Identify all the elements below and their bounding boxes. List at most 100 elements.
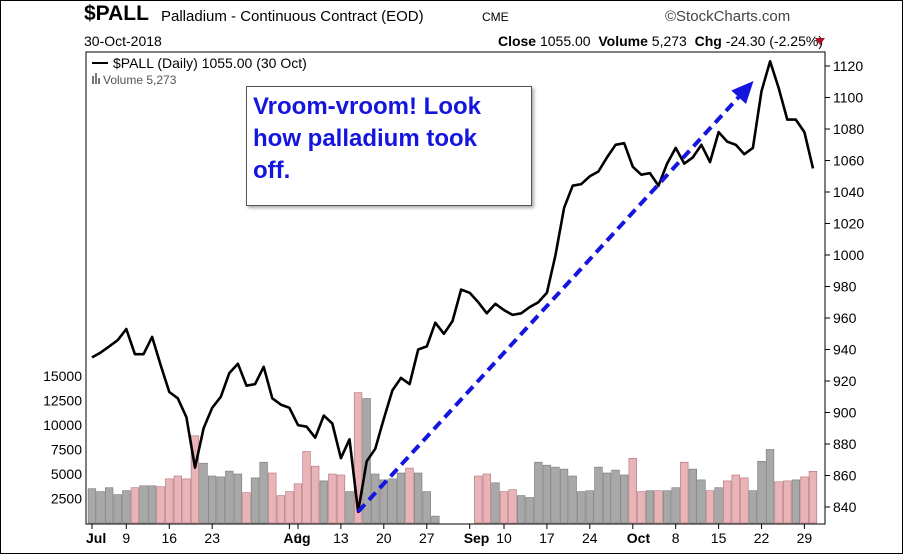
- volume-bar: [165, 478, 174, 524]
- date-tick-label: 13: [333, 530, 349, 546]
- volume-bar: [139, 485, 148, 524]
- volume-bar: [774, 481, 783, 524]
- change-value: -24.30 (-2.25%): [725, 33, 823, 49]
- volume-bar: [413, 472, 423, 524]
- volume-label: Volume: [598, 33, 648, 49]
- volume-bar: [534, 461, 543, 524]
- volume-bar: [491, 482, 500, 524]
- volume-bar: [336, 474, 346, 524]
- price-tick-label: 940: [833, 342, 857, 358]
- date-tick-label: 15: [711, 530, 727, 546]
- down-triangle-icon: [815, 38, 825, 45]
- volume-tick-label: 2500: [51, 491, 82, 507]
- volume-bar: [577, 491, 586, 524]
- volume-bar: [268, 472, 277, 524]
- volume-tick-label: 7500: [51, 442, 82, 458]
- volume-bar: [585, 490, 594, 524]
- volume-bar: [276, 495, 285, 524]
- volume-bar: [431, 515, 440, 524]
- volume-bar: [405, 467, 414, 524]
- volume-bar: [791, 479, 800, 524]
- price-tick-label: 920: [833, 373, 857, 389]
- price-tick-label: 840: [833, 499, 857, 515]
- volume-bar: [345, 491, 354, 524]
- trend-arrow-line: [356, 95, 741, 514]
- price-tick-label: 1000: [833, 247, 864, 263]
- trend-arrow-head: [731, 81, 754, 104]
- chart-legend: $PALL (Daily) 1055.00 (30 Oct) Volume 5,…: [92, 55, 307, 87]
- volume-bar: [122, 490, 131, 524]
- volume-value: 5,273: [651, 33, 687, 49]
- volume-bar: [783, 480, 792, 524]
- annotation-box: Vroom-vroom! Look how palladium took off…: [246, 86, 532, 206]
- volume-bar: [611, 469, 620, 524]
- volume-bar: [637, 491, 646, 524]
- date-tick-label: 10: [496, 530, 512, 546]
- volume-bar: [525, 497, 534, 524]
- volume-bar: [105, 487, 114, 524]
- volume-bar: [328, 473, 337, 524]
- quote-date: 30-Oct-2018: [84, 33, 162, 49]
- annotation-text: Vroom-vroom! Look how palladium took off…: [253, 93, 482, 184]
- volume-bar: [508, 489, 517, 524]
- price-series: [91, 60, 815, 513]
- volume-tick-label: 5000: [51, 466, 82, 482]
- volume-bar: [662, 490, 672, 524]
- date-tick-label: 8: [672, 530, 680, 546]
- volume-bar: [293, 483, 303, 524]
- volume-bar: [697, 479, 706, 524]
- volume-bar: [182, 478, 191, 524]
- volume-bar: [765, 449, 775, 524]
- volume-bar: [353, 392, 363, 524]
- volume-bar: [568, 475, 577, 524]
- volume-bar: [474, 475, 483, 524]
- volume-bar: [740, 477, 749, 524]
- volume-bar: [302, 451, 311, 524]
- date-tick-label: Sep: [464, 530, 490, 546]
- volume-bar: [130, 487, 140, 524]
- date-tick-label: 16: [162, 530, 178, 546]
- volume-bar: [499, 491, 509, 524]
- volume-bar: [516, 495, 526, 524]
- date-tick-label: 17: [539, 530, 555, 546]
- price-tick-label: 860: [833, 468, 857, 484]
- legend-volume-icon: [92, 76, 94, 84]
- volume-tick-label: 12500: [43, 393, 82, 409]
- price-tick-label: 900: [833, 405, 857, 421]
- volume-bar: [559, 468, 569, 524]
- price-tick-label: 1080: [833, 121, 864, 137]
- date-tick-label: Oct: [627, 530, 651, 546]
- volume-bar: [233, 473, 243, 524]
- plot-area-border: [85, 51, 826, 525]
- symbol-title: $PALL: [84, 2, 149, 25]
- price-axis: 840 860 880 900 920 940 960 980 1000 1020 1040 1060…: [825, 58, 864, 515]
- volume-bar: [242, 492, 251, 524]
- volume-bar: [602, 472, 612, 524]
- volume-bar: [422, 491, 431, 524]
- close-label: Close: [497, 33, 537, 49]
- volume-bar: [173, 475, 182, 524]
- volume-bar: [757, 460, 766, 524]
- volume-tick-label: 15000: [43, 368, 82, 384]
- volume-bar: [396, 472, 406, 524]
- volume-bar: [379, 479, 388, 524]
- volume-bar: [542, 464, 552, 524]
- volume-bar: [628, 457, 637, 524]
- volume-bar: [705, 490, 715, 524]
- date-tick-label: 20: [376, 530, 392, 546]
- volume-bar: [208, 475, 217, 524]
- volume-bar: [87, 488, 97, 524]
- volume-bar: [156, 486, 165, 524]
- volume-bar: [96, 491, 105, 524]
- quote-summary: Close 1055.00 Volume 5,273 Chg -24.30 (-…: [498, 33, 823, 49]
- date-tick-label: 29: [797, 530, 813, 546]
- volume-bar: [482, 473, 491, 524]
- price-tick-label: 1100: [833, 90, 863, 106]
- price-tick-label: 960: [833, 310, 857, 326]
- legend-price-label: $PALL (Daily) 1055.00 (30 Oct): [113, 55, 307, 71]
- price-tick-label: 1120: [833, 58, 863, 74]
- volume-bar: [688, 468, 697, 524]
- volume-bar: [748, 490, 758, 524]
- volume-bar: [147, 485, 157, 524]
